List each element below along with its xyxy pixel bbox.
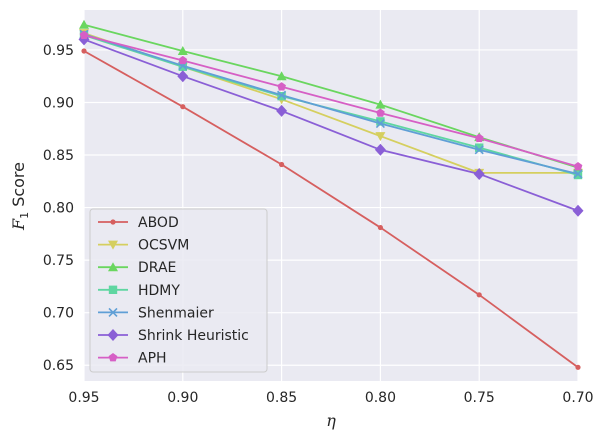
y-tick-label: 0.95 bbox=[43, 43, 74, 59]
legend-marker bbox=[108, 262, 118, 272]
legend: ABOD OCSVM DRAE HDMY Shenmaier Shrink Heurist… bbox=[89, 208, 268, 373]
data-point bbox=[276, 104, 288, 117]
data-point bbox=[79, 19, 89, 29]
y-axis-label: F1 Score bbox=[9, 162, 31, 231]
legend-entry: DRAE bbox=[98, 260, 176, 276]
data-point bbox=[473, 167, 485, 180]
data-point bbox=[572, 204, 584, 217]
data-point bbox=[474, 145, 484, 155]
y-axis-label-prefix: F bbox=[9, 218, 28, 231]
data-point bbox=[81, 48, 87, 54]
data-point bbox=[573, 169, 583, 179]
x-tick-label: 0.90 bbox=[167, 390, 198, 406]
y-tick-labels: 0.65 0.70 0.75 0.80 0.85 0.90 0.95 bbox=[43, 43, 74, 374]
legend-label: DRAE bbox=[138, 260, 176, 276]
series-line bbox=[83, 34, 579, 168]
data-point bbox=[375, 99, 386, 109]
y-tick-label: 0.85 bbox=[43, 148, 74, 164]
data-point bbox=[276, 71, 287, 81]
x-tick-label: 0.95 bbox=[68, 390, 99, 406]
x-tick-labels: 0.95 0.90 0.85 0.80 0.75 0.70 bbox=[68, 390, 593, 406]
x-axis-label: η bbox=[326, 411, 336, 430]
x-tick-label: 0.85 bbox=[266, 390, 297, 406]
legend-label: HDMY bbox=[138, 283, 180, 299]
data-point bbox=[178, 55, 188, 65]
data-point bbox=[177, 45, 188, 55]
x-tick-label: 0.80 bbox=[365, 390, 396, 406]
data-point bbox=[374, 143, 386, 156]
series-layer bbox=[78, 19, 584, 370]
data-point bbox=[177, 70, 189, 83]
data-point bbox=[476, 292, 482, 298]
y-axis-label-suffix: Score bbox=[9, 162, 28, 212]
legend-marker bbox=[108, 307, 118, 317]
data-point bbox=[375, 132, 386, 142]
legend-marker bbox=[108, 353, 118, 362]
data-point bbox=[376, 117, 385, 126]
data-point bbox=[573, 162, 583, 171]
y-tick-label: 0.90 bbox=[43, 95, 74, 111]
legend-label: APH bbox=[138, 351, 167, 367]
series-shrink-heuristic bbox=[78, 33, 584, 217]
data-point bbox=[376, 108, 385, 117]
legend-marker bbox=[108, 285, 118, 294]
legend-marker bbox=[108, 240, 118, 250]
data-point bbox=[474, 133, 484, 142]
data-point bbox=[575, 364, 581, 370]
legend-label: OCSVM bbox=[138, 238, 189, 254]
legend-entry: ABOD bbox=[98, 215, 179, 231]
data-point bbox=[180, 104, 186, 110]
series-line bbox=[83, 50, 579, 369]
legend-box bbox=[89, 208, 268, 373]
legend-marker bbox=[110, 219, 116, 225]
data-point bbox=[375, 118, 385, 129]
data-point bbox=[475, 143, 484, 152]
series-aph bbox=[79, 30, 583, 171]
legend-entry: OCSVM bbox=[98, 238, 189, 254]
data-point bbox=[277, 90, 287, 100]
legend-entry: Shrink Heuristic bbox=[98, 328, 249, 344]
data-point bbox=[277, 82, 286, 91]
legend-label: Shrink Heuristic bbox=[138, 328, 249, 344]
x-tick-label: 0.70 bbox=[562, 390, 593, 406]
x-tick-label: 0.75 bbox=[464, 390, 495, 406]
y-tick-label: 0.65 bbox=[43, 358, 74, 374]
y-tick-label: 0.75 bbox=[43, 253, 74, 269]
data-point bbox=[377, 224, 383, 231]
legend-entry: APH bbox=[98, 351, 167, 367]
data-point bbox=[279, 161, 285, 168]
y-tick-label: 0.80 bbox=[43, 201, 74, 217]
legend-label: ABOD bbox=[138, 215, 179, 231]
y-tick-label: 0.70 bbox=[43, 306, 74, 322]
series-abod bbox=[81, 48, 581, 370]
legend-label: Shenmaier bbox=[138, 305, 214, 321]
series-line bbox=[83, 38, 579, 212]
series-line bbox=[83, 33, 579, 175]
legend-entry: Shenmaier bbox=[98, 305, 214, 321]
data-point bbox=[79, 30, 89, 39]
y-axis-label-subscript: 1 bbox=[18, 212, 31, 219]
legend-marker bbox=[107, 329, 119, 341]
legend-entry: HDMY bbox=[98, 283, 180, 299]
